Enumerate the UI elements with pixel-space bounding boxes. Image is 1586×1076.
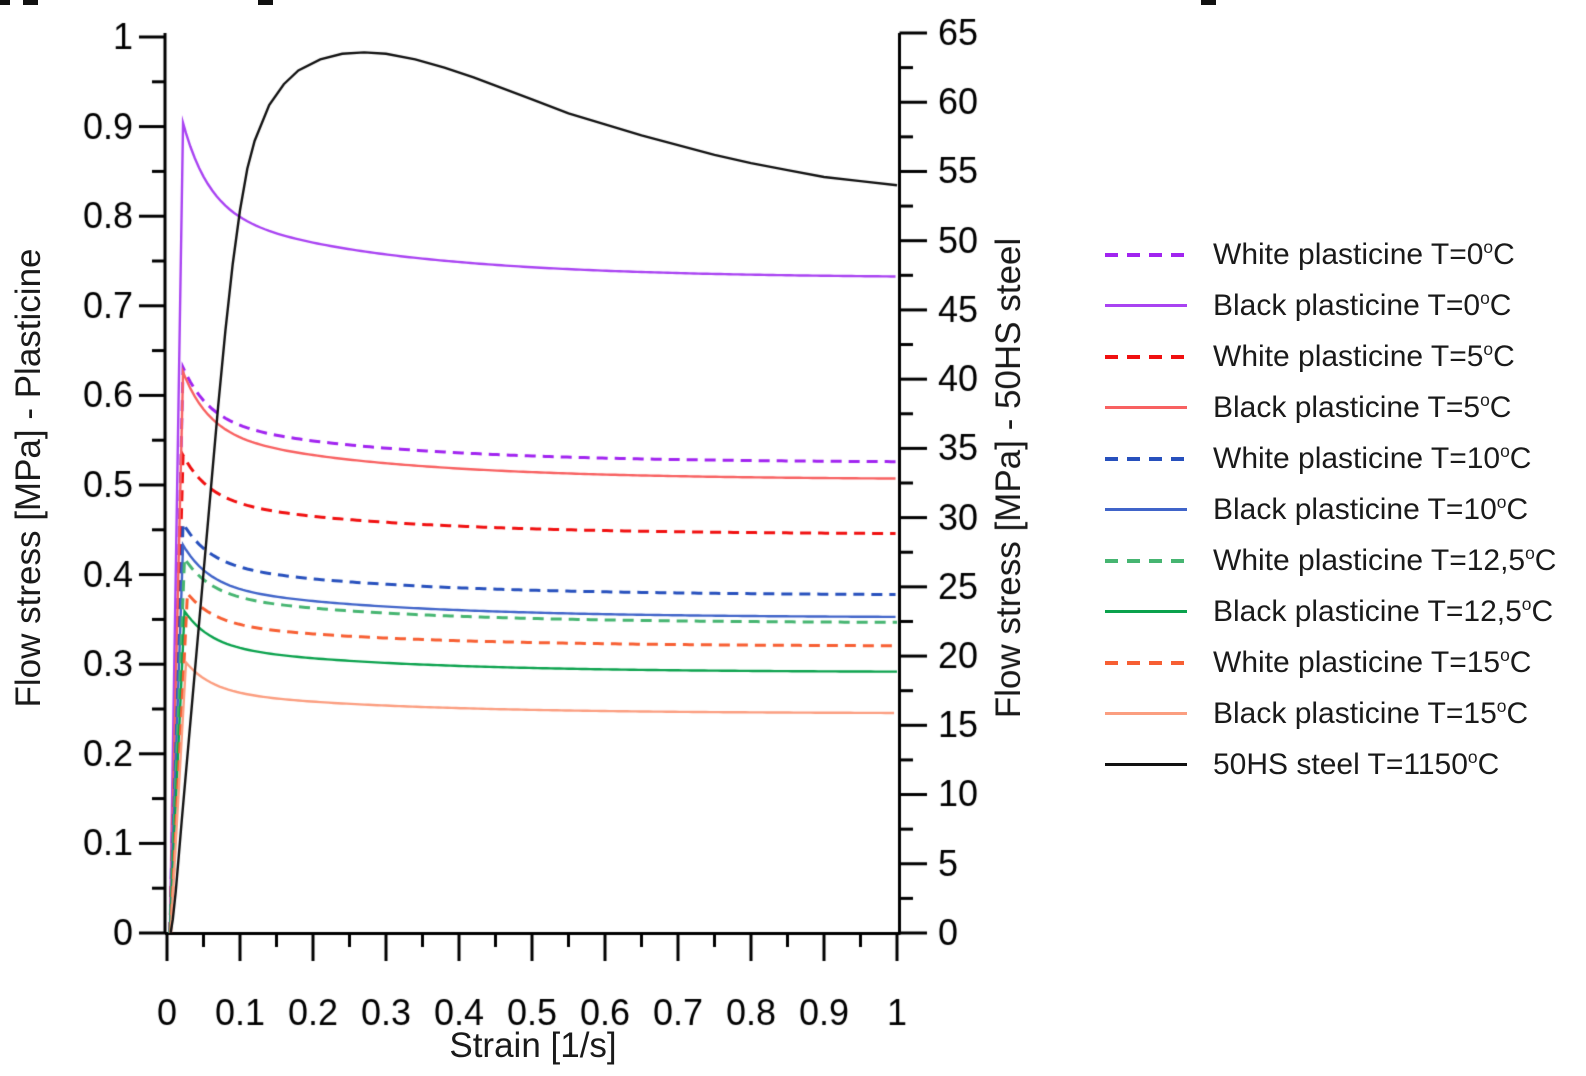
legend-label: White plasticine T=5oC: [1213, 338, 1515, 373]
legend-label: Black plasticine T=0oC: [1213, 287, 1512, 322]
legend-label: White plasticine T=12,5oC: [1213, 542, 1557, 577]
legend-swatch-dashed-line: [1105, 558, 1187, 563]
right-axis-title: Flow stress [MPa] - 50HS steel: [989, 237, 1028, 719]
legend-label: White plasticine T=0oC: [1213, 236, 1515, 271]
legend-swatch-dashed-line: [1105, 456, 1187, 461]
legend: White plasticine T=0oC Black plasticine T…: [1105, 229, 1556, 790]
legend-swatch-solid-line: [1105, 763, 1187, 766]
legend-item: Black plasticine T=12,5oC: [1105, 586, 1556, 637]
legend-swatch-dashed-line: [1105, 252, 1187, 257]
legend-label: Black plasticine T=5oC: [1213, 389, 1512, 424]
legend-label: Black plasticine T=12,5oC: [1213, 593, 1554, 628]
legend-item: Black plasticine T=15oC: [1105, 688, 1556, 739]
legend-label: Black plasticine T=10oC: [1213, 491, 1529, 526]
x-axis-title: Strain [1/s]: [449, 1026, 617, 1065]
screenshot-artifact: [0, 0, 10, 5]
legend-label: White plasticine T=10oC: [1213, 440, 1532, 475]
legend-item: 50HS steel T=1150oC: [1105, 739, 1556, 790]
legend-label: 50HS steel T=1150oC: [1213, 746, 1500, 781]
legend-item: White plasticine T=15oC: [1105, 637, 1556, 688]
legend-swatch-solid-line: [1105, 304, 1187, 307]
legend-swatch-solid-line: [1105, 610, 1187, 613]
screenshot-artifact: [258, 0, 273, 5]
legend-item: White plasticine T=5oC: [1105, 331, 1556, 382]
legend-item: Black plasticine T=5oC: [1105, 382, 1556, 433]
legend-swatch-solid-line: [1105, 712, 1187, 715]
left-axis-title: Flow stress [MPa] - Plasticine: [9, 248, 48, 708]
legend-label: White plasticine T=15oC: [1213, 644, 1532, 679]
legend-item: Black plasticine T=0oC: [1105, 280, 1556, 331]
legend-swatch-solid-line: [1105, 508, 1187, 511]
legend-item: White plasticine T=12,5oC: [1105, 535, 1556, 586]
legend-swatch-solid-line: [1105, 406, 1187, 409]
legend-label: Black plasticine T=15oC: [1213, 695, 1529, 730]
legend-swatch-dashed-line: [1105, 354, 1187, 359]
legend-item: White plasticine T=10oC: [1105, 433, 1556, 484]
screenshot-artifact: [23, 0, 38, 5]
legend-item: Black plasticine T=10oC: [1105, 484, 1556, 535]
screenshot-artifact: [1201, 0, 1216, 5]
legend-item: White plasticine T=0oC: [1105, 229, 1556, 280]
legend-swatch-dashed-line: [1105, 660, 1187, 665]
